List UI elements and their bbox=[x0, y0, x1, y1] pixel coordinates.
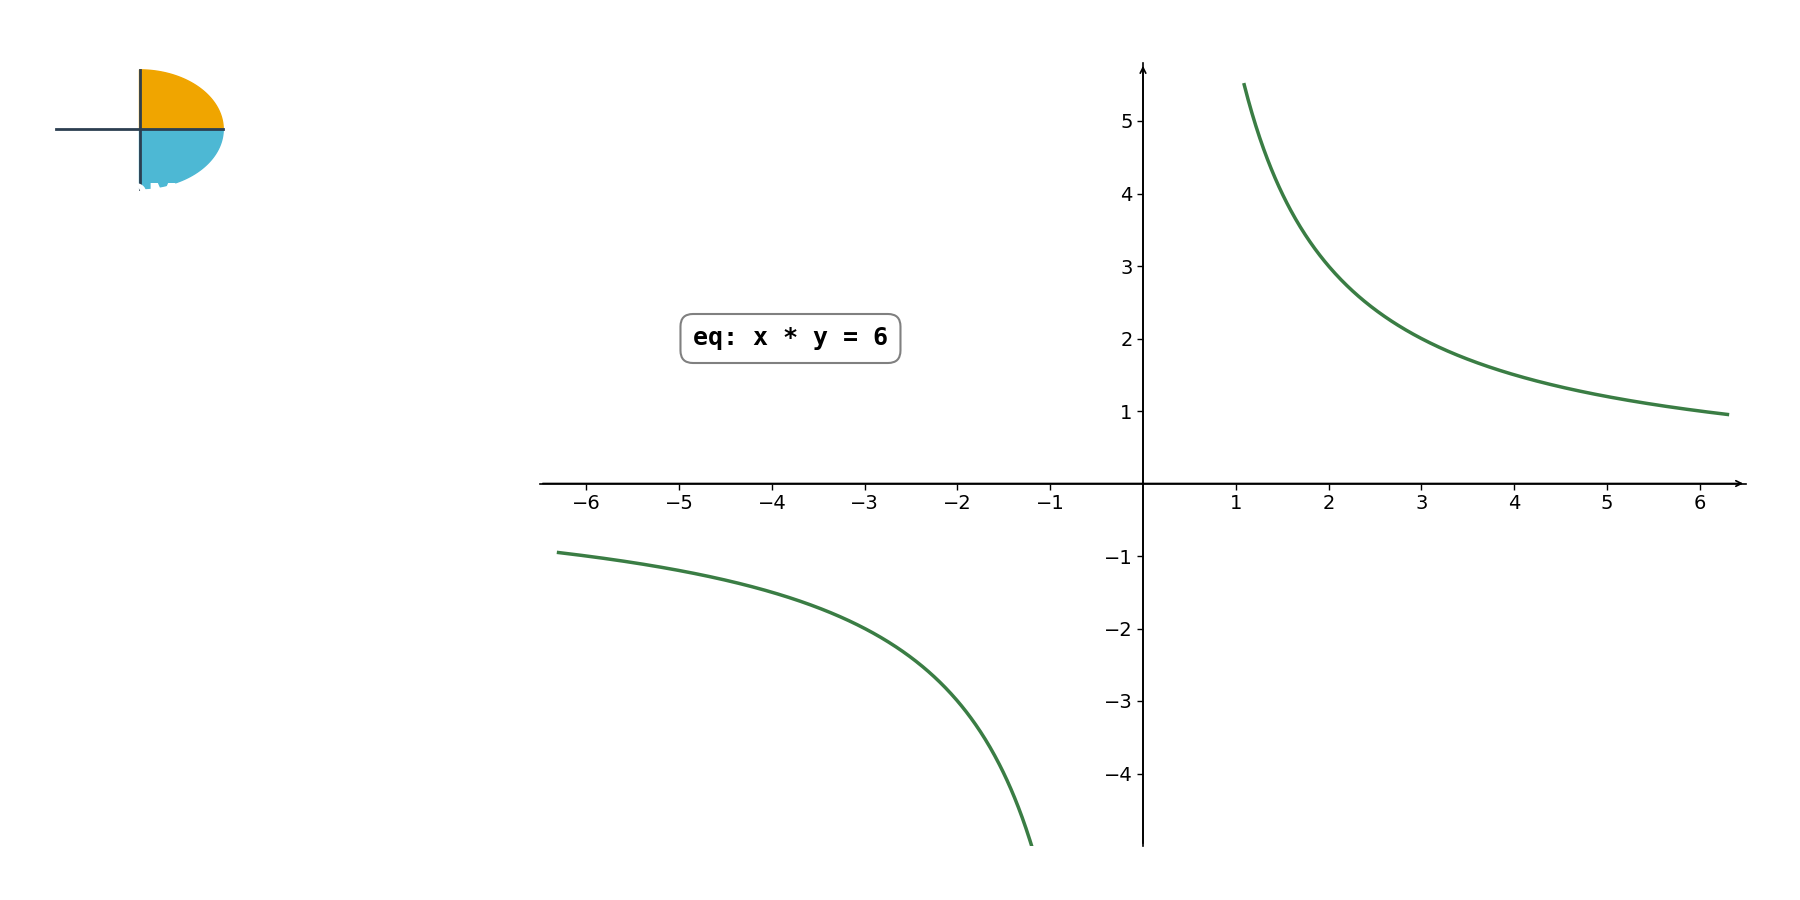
Polygon shape bbox=[140, 130, 223, 189]
Polygon shape bbox=[140, 70, 223, 130]
Polygon shape bbox=[56, 70, 140, 130]
Text: SOM: SOM bbox=[101, 182, 178, 212]
Text: STORY OF MATHEMATICS: STORY OF MATHEMATICS bbox=[86, 221, 193, 230]
Text: eq: x * y = 6: eq: x * y = 6 bbox=[693, 327, 887, 350]
